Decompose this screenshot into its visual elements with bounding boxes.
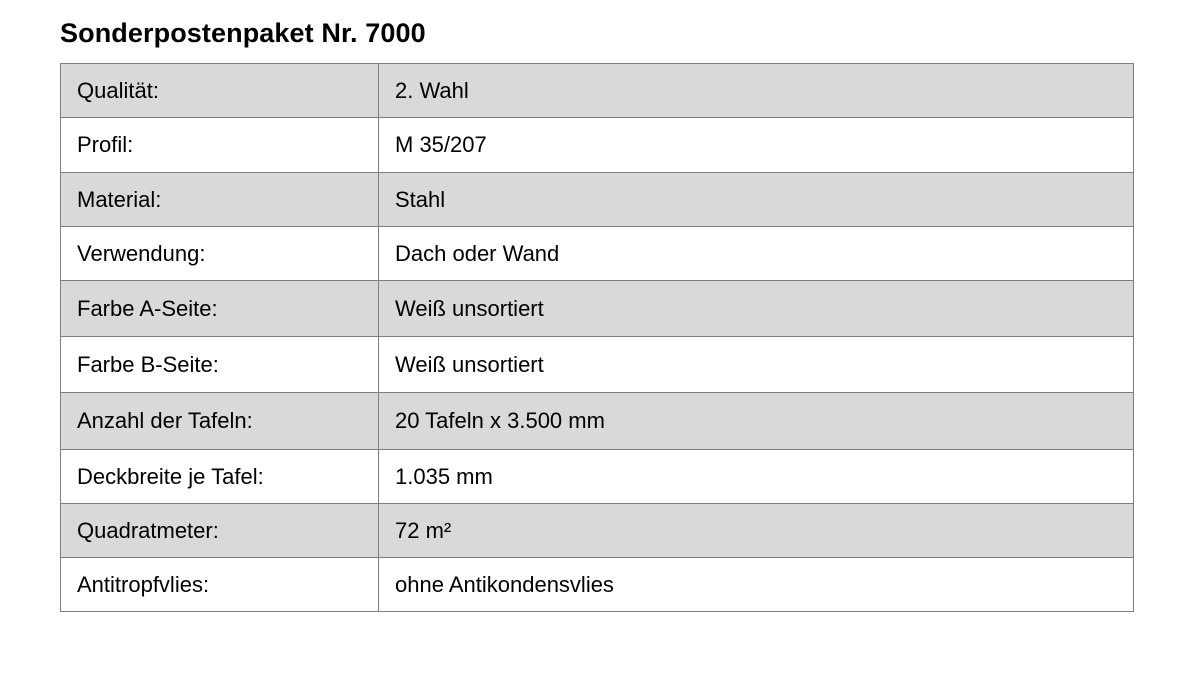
table-row: Farbe A-Seite: Weiß unsortiert [60,280,1134,337]
table-row: Deckbreite je Tafel: 1.035 mm [60,449,1134,504]
table-row: Quadratmeter: 72 m² [60,503,1134,558]
row-label: Quadratmeter: [60,503,379,558]
row-label: Anzahl der Tafeln: [60,392,379,450]
row-value: 2. Wahl [378,63,1134,118]
row-value: Weiß unsortiert [378,336,1134,393]
row-value: Dach oder Wand [378,226,1134,281]
row-label: Farbe B-Seite: [60,336,379,393]
spec-table: Qualität: 2. Wahl Profil: M 35/207 Material:… [60,63,1134,612]
row-label: Deckbreite je Tafel: [60,449,379,504]
row-value: 20 Tafeln x 3.500 mm [378,392,1134,450]
row-value: Stahl [378,172,1134,227]
row-value: M 35/207 [378,117,1134,173]
table-row: Verwendung: Dach oder Wand [60,226,1134,281]
row-value: 1.035 mm [378,449,1134,504]
row-label: Material: [60,172,379,227]
table-row: Profil: M 35/207 [60,117,1134,173]
row-label: Antitropfvlies: [60,557,379,612]
page-title: Sonderpostenpaket Nr. 7000 [60,18,426,48]
table-row: Qualität: 2. Wahl [60,63,1134,118]
row-value: Weiß unsortiert [378,280,1134,337]
row-label: Farbe A-Seite: [60,280,379,337]
row-value: ohne Antikondensvlies [378,557,1134,612]
row-label: Verwendung: [60,226,379,281]
table-row: Anzahl der Tafeln: 20 Tafeln x 3.500 mm [60,392,1134,450]
table-row: Antitropfvlies: ohne Antikondensvlies [60,557,1134,612]
row-value: 72 m² [378,503,1134,558]
row-label: Qualität: [60,63,379,118]
table-row: Material: Stahl [60,172,1134,227]
table-row: Farbe B-Seite: Weiß unsortiert [60,336,1134,393]
row-label: Profil: [60,117,379,173]
